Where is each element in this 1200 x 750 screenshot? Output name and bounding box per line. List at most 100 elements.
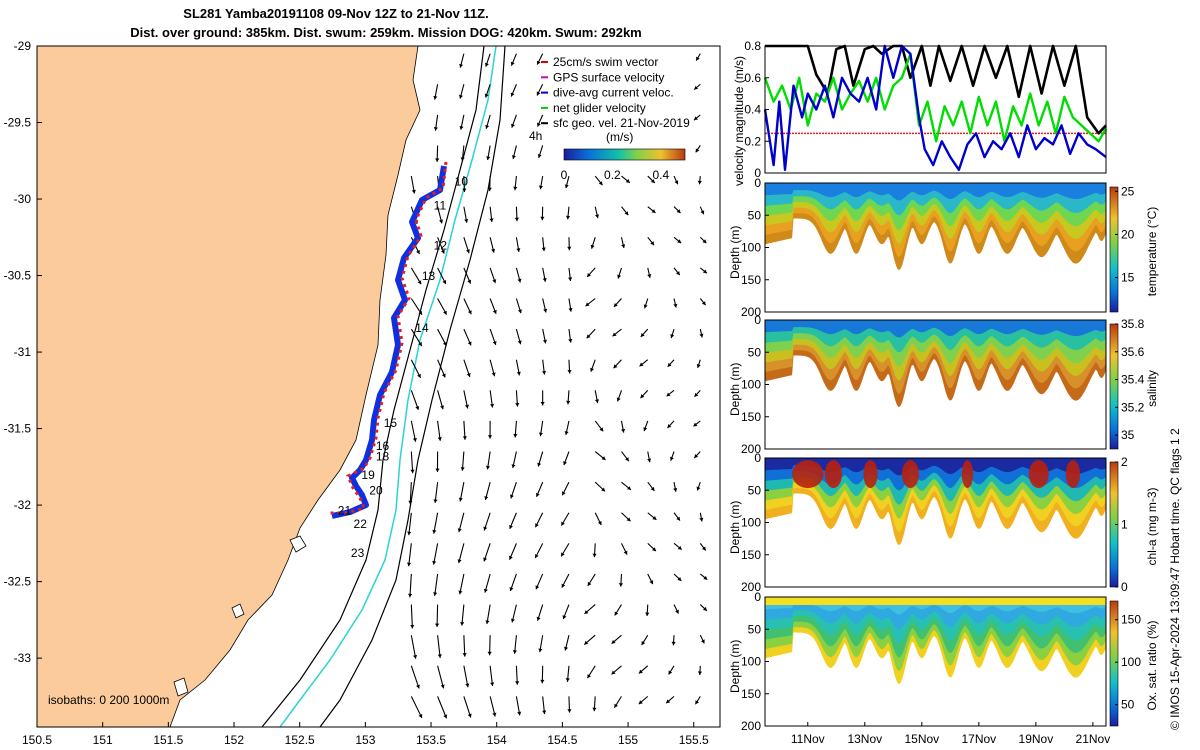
velocity-vector-head (700, 210, 705, 215)
velocity-vector-head (459, 125, 464, 130)
speed-colorbar-ticks: 0 0.2 0.4 (561, 168, 670, 182)
island-b (231, 603, 245, 619)
velocity-vector-head (616, 397, 621, 402)
velocity-vector-head (592, 707, 597, 712)
velocity-vector-head (565, 678, 570, 682)
velocity-vector-head (694, 392, 699, 397)
chla-patch (901, 460, 919, 489)
velocity-vector (463, 665, 469, 688)
velocity-vector-head (640, 394, 645, 399)
velocity-vector-head (675, 609, 679, 614)
velocity-vector-head (460, 157, 465, 161)
velocity-vector-head (537, 154, 542, 158)
velocity-ytick-label: 0.6 (744, 71, 761, 85)
velocity-vector-head (492, 279, 497, 284)
velocity-vector-head (561, 521, 565, 526)
velocity-vector-head (590, 244, 595, 249)
velocity-vector-head (508, 555, 513, 560)
chla-patch (863, 460, 878, 489)
velocity-vector-head (621, 428, 626, 433)
map-xtick-label: 150.5 (22, 733, 52, 747)
velocity-vector-head (413, 655, 418, 659)
velocity-vector-head (465, 683, 470, 688)
velocity-vector-head (647, 274, 652, 278)
velocity-vector-head (587, 581, 592, 586)
legend-entry: dive-avg current veloc. (553, 86, 674, 100)
velocity-vector-head (667, 362, 672, 367)
velocity-vector-head (702, 239, 707, 244)
velocity-vector-head (652, 547, 656, 552)
chla-patch (1065, 460, 1081, 489)
velocity-vector-head (511, 464, 516, 469)
velocity-vector-head (467, 713, 472, 718)
velocity-vector-head (492, 712, 497, 717)
velocity-vector-head (624, 211, 629, 216)
velocity-vector (461, 604, 465, 626)
velocity-vector (410, 390, 419, 411)
velocity-vector-head (703, 575, 708, 580)
velocity-ytick-label: 0.8 (744, 39, 761, 53)
velocity-vector-head (457, 528, 462, 533)
velocity-vector-head (464, 218, 469, 223)
depth-tick-label: 100 (741, 241, 761, 255)
depth-tick-label: 200 (741, 580, 761, 594)
velocity-vector-head (443, 714, 448, 719)
map-border (36, 45, 721, 728)
velocity-vector-head (694, 85, 699, 90)
time-tick-label: 11Nov (791, 732, 825, 746)
map-xtick-label: 155 (618, 733, 638, 747)
velocity-vector-head (601, 456, 606, 460)
velocity-vector-head (443, 310, 447, 315)
depth-tick-label: 200 (741, 442, 761, 456)
day-label: 11 (434, 199, 447, 213)
velocity-vector-head (487, 435, 493, 439)
velocity-vector-head (441, 373, 446, 378)
velocity-vector-head (676, 271, 680, 276)
velocity-ytick-label: 0.2 (744, 134, 761, 148)
velocity-vector-head (694, 454, 699, 458)
velocity-panel: 0 0.2 0.4 0.6 0.8 velocity magnitude (m/s) (732, 39, 1108, 186)
colorbar-tick-label: 15 (1121, 271, 1135, 285)
velocity-vector (408, 543, 412, 567)
map-yticks: -29 -29.5 -30 -30.5 -31 -31.5 -32 -32.5 -33 (4, 39, 42, 665)
velocity-vector-head (442, 279, 447, 284)
velocity-vector-head (466, 372, 471, 377)
velocity-vector-head (485, 620, 490, 625)
velocity-vector-head (695, 148, 700, 153)
velocity-vector-head (435, 158, 440, 162)
map-xticks: 150.5 151 151.5 152 152.5 153 153.5 154 154.5 155… (22, 722, 709, 747)
velocity-vector-head (407, 562, 412, 567)
velocity-vector-head (649, 580, 654, 585)
velocity-vector-head (465, 249, 470, 254)
isobaths-label: isobaths: 0 200 1000m (48, 693, 169, 707)
velocity-vector-head (587, 674, 592, 679)
colorbar-tick-label: 35 (1121, 428, 1135, 442)
depth-tick-label: 50 (748, 208, 762, 222)
velocity-vector-head (621, 244, 626, 249)
velocity-vector-head (564, 646, 569, 651)
velocity-vector (409, 482, 412, 505)
velocity-vector-head (674, 180, 679, 185)
velocity-vector-head (513, 433, 518, 438)
day-label: 15 (384, 416, 398, 430)
velocity-vector-head (613, 303, 618, 307)
velocity-vector-head (536, 60, 541, 65)
section-colorbar (1109, 600, 1119, 727)
section-salinity: 0 50 100 150 200 Depth (m) 35 35.2 35.4 35.6 35.8 s… (728, 313, 1159, 456)
colorbar-tick-label: 20 (1121, 227, 1135, 241)
velocity-vector-head (563, 461, 568, 466)
time-tick-label: 17Nov (961, 732, 996, 746)
velocity-vector-head (483, 557, 488, 562)
velocity-vector-head (510, 618, 515, 623)
day-label: 22 (354, 517, 368, 531)
velocity-vector-head (567, 246, 572, 251)
velocity-vector-head (638, 669, 643, 674)
velocity-vector (463, 635, 466, 657)
velocity-vector (410, 665, 420, 689)
map-ytick-label: -32 (14, 498, 32, 512)
velocity-vector-head (485, 465, 491, 470)
velocity-vector-head (517, 340, 522, 345)
velocity-vector-head (460, 621, 465, 626)
velocity-vector-head (614, 611, 619, 616)
